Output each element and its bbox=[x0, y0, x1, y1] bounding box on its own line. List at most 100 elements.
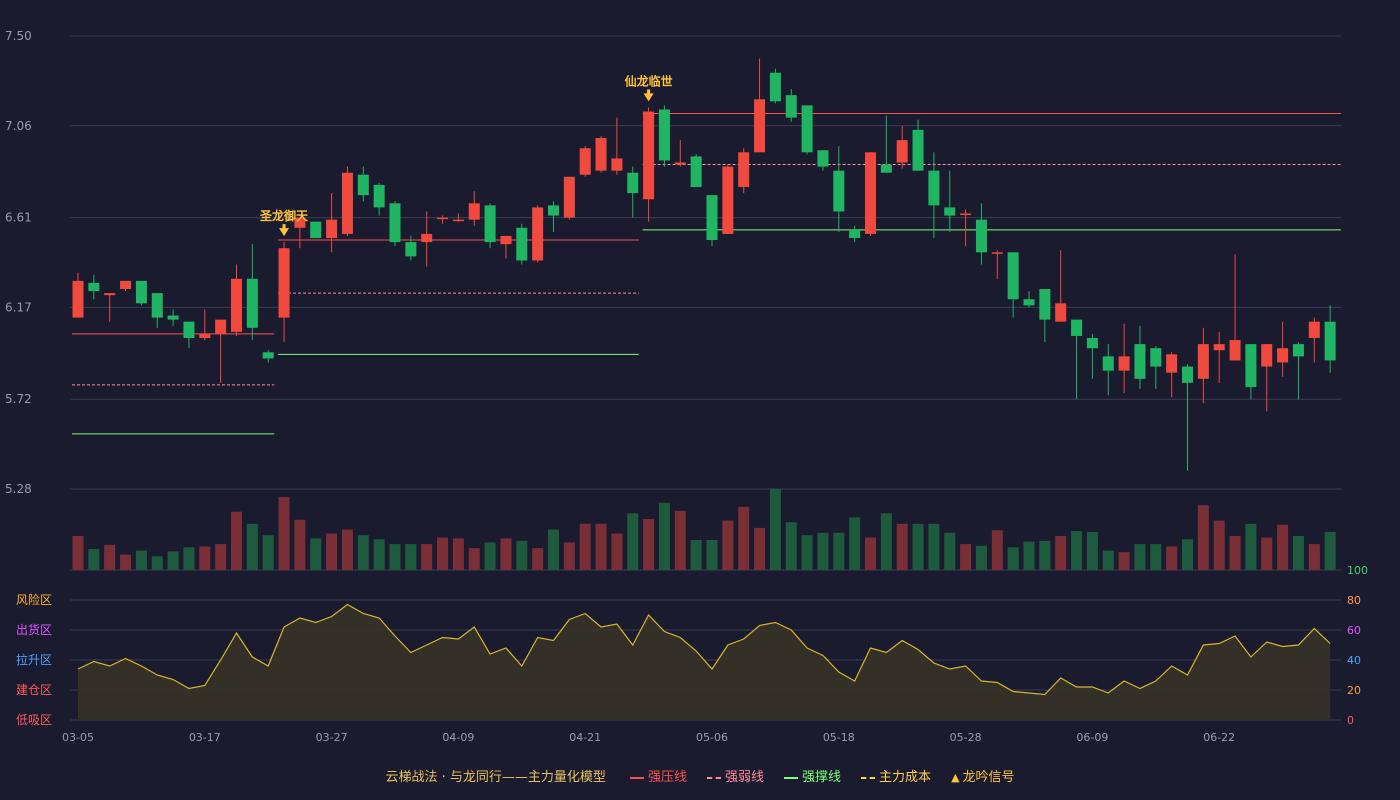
volume-bar bbox=[1197, 505, 1209, 570]
candle-body bbox=[1134, 344, 1146, 379]
candle-body bbox=[912, 129, 924, 171]
legend-item: 主力成本 bbox=[861, 766, 931, 785]
volume-bar bbox=[896, 523, 908, 570]
volume-bar bbox=[1102, 550, 1114, 570]
signal-arrow-stem bbox=[282, 224, 286, 230]
candle-body bbox=[738, 152, 750, 187]
volume-bar bbox=[278, 497, 290, 570]
candle-body bbox=[975, 219, 987, 253]
legend-item-label: 强撑线 bbox=[802, 770, 842, 785]
candle-body bbox=[246, 278, 258, 328]
oscillator-tick-label: 100 bbox=[1347, 564, 1368, 577]
candle-body bbox=[516, 227, 528, 261]
candle-body bbox=[199, 333, 211, 338]
volume-bar bbox=[1166, 546, 1178, 570]
candle-body bbox=[548, 205, 559, 216]
volume-bar bbox=[1213, 520, 1225, 570]
volume-bar bbox=[437, 537, 449, 570]
volume-bar bbox=[579, 523, 591, 570]
x-tick-label: 05-28 bbox=[950, 731, 982, 744]
volume-bar bbox=[690, 540, 702, 570]
volume-bar bbox=[738, 506, 750, 570]
volume-bar bbox=[373, 539, 385, 570]
volume-bar bbox=[817, 532, 829, 570]
volume-bar bbox=[1324, 531, 1336, 570]
volume-bar bbox=[706, 540, 718, 570]
candle-body bbox=[437, 217, 449, 220]
price-tick-label: 6.61 bbox=[5, 211, 32, 225]
candle-body bbox=[674, 162, 686, 165]
oscillator-tick-label: 0 bbox=[1347, 714, 1354, 727]
candle-body bbox=[944, 207, 956, 216]
zone-label: 建仓区 bbox=[16, 683, 52, 697]
candle-body bbox=[452, 219, 464, 222]
volume-bar bbox=[1245, 523, 1257, 570]
legend-item-label: 龙吟信号 bbox=[962, 770, 1015, 785]
volume-bar bbox=[183, 547, 195, 570]
volume-bar bbox=[548, 529, 559, 570]
volume-bar bbox=[769, 489, 781, 570]
candle-body bbox=[120, 280, 132, 290]
candle-body bbox=[231, 278, 242, 332]
volume-bar bbox=[231, 511, 242, 570]
candle-body bbox=[326, 219, 338, 239]
price-tick-label: 5.28 bbox=[5, 482, 32, 496]
volume-bar bbox=[500, 538, 512, 570]
volume-bar bbox=[563, 542, 575, 570]
volume-bar bbox=[865, 537, 876, 570]
legend-item-label: 主力成本 bbox=[879, 770, 932, 785]
volume-bar bbox=[421, 544, 433, 570]
volume-bar bbox=[658, 502, 670, 570]
legend-item: 强压线 bbox=[630, 766, 687, 785]
volume-bar bbox=[484, 542, 496, 570]
chart-legend: 云梯战法 · 与龙同行——主力量化模型 强压线 强弱线 强撑线 主力成本 ▲ 龙吟信号 bbox=[0, 766, 1400, 785]
oscillator-area bbox=[78, 604, 1331, 720]
candle-body bbox=[611, 158, 623, 171]
candle-body bbox=[801, 105, 813, 153]
candle-body bbox=[183, 321, 195, 338]
price-tick-label: 7.06 bbox=[5, 119, 32, 133]
volume-bar bbox=[405, 544, 417, 570]
legend-item: ▲ 龙吟信号 bbox=[951, 766, 1014, 785]
volume-bar bbox=[912, 523, 924, 570]
legend-swatch bbox=[784, 776, 799, 779]
candle-body bbox=[135, 280, 147, 304]
candle-body bbox=[690, 156, 702, 187]
volume-bar bbox=[975, 545, 987, 570]
candle-body bbox=[278, 248, 290, 318]
oscillator-tick-label: 80 bbox=[1347, 594, 1361, 607]
candle-body bbox=[1118, 356, 1130, 371]
volume-bar bbox=[1261, 537, 1273, 570]
volume-bar bbox=[310, 538, 322, 570]
volume-bar bbox=[785, 522, 797, 570]
candle-body bbox=[500, 235, 512, 245]
volume-bar bbox=[246, 523, 258, 570]
volume-bar bbox=[611, 533, 623, 570]
candle-body bbox=[484, 205, 496, 243]
volume-bar bbox=[849, 517, 861, 570]
x-tick-label: 03-27 bbox=[316, 731, 348, 744]
candle-body bbox=[960, 213, 972, 216]
volume-bar bbox=[1023, 541, 1035, 570]
candle-body bbox=[1213, 344, 1225, 351]
price-tick-label: 6.17 bbox=[5, 300, 32, 314]
volume-bar bbox=[468, 548, 480, 570]
candle-body bbox=[833, 170, 845, 212]
candle-body bbox=[896, 140, 908, 163]
volume-bar bbox=[72, 535, 84, 570]
volume-bar bbox=[1007, 547, 1019, 570]
volume-bar bbox=[326, 533, 338, 570]
triangle-icon: ▲ bbox=[951, 771, 960, 784]
signal-label: 圣龙御天 bbox=[259, 208, 309, 223]
price-tick-label: 7.50 bbox=[5, 29, 32, 43]
candle-body bbox=[151, 293, 163, 318]
candle-body bbox=[1277, 348, 1289, 363]
volume-bar bbox=[1118, 552, 1130, 570]
candle-body bbox=[1071, 319, 1083, 336]
oscillator-tick-label: 20 bbox=[1347, 684, 1361, 697]
volume-bar bbox=[167, 551, 179, 570]
volume-bar bbox=[341, 529, 353, 570]
volume-bar bbox=[199, 546, 211, 570]
candle-body bbox=[373, 184, 385, 208]
oscillator-line bbox=[77, 603, 1331, 696]
